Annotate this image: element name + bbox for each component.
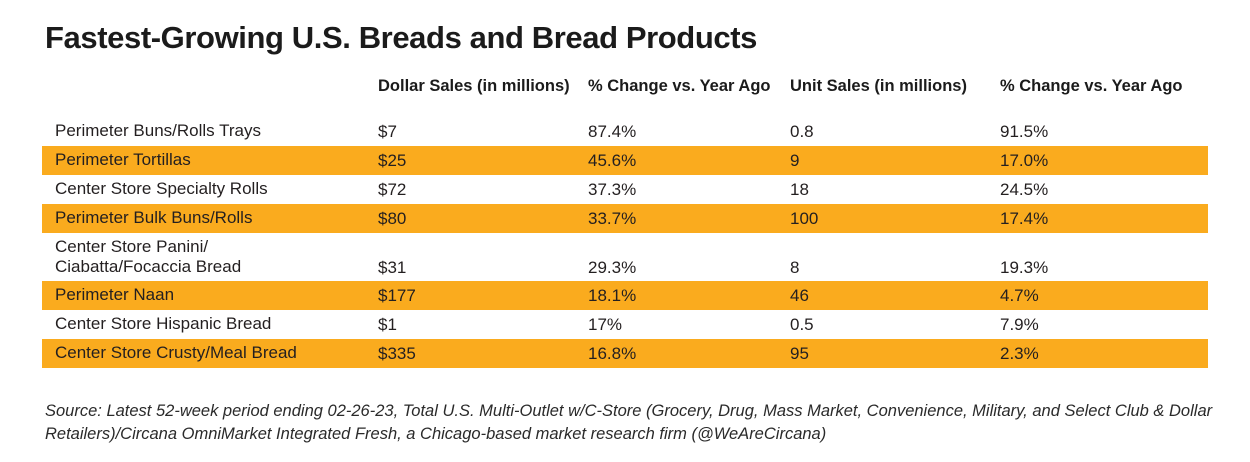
dollar-change-value: 18.1% xyxy=(588,285,637,305)
unit-change-value: 19.3% xyxy=(1000,258,1049,277)
dollar-sales-value: $80 xyxy=(378,208,407,228)
unit-change-value: 17.0% xyxy=(1000,150,1049,170)
dollar-change-value: 16.8% xyxy=(588,343,637,363)
table-row: Perimeter Naan $177 18.1% 46 4.7% xyxy=(42,281,1208,310)
dollar-sales-value: $1 xyxy=(378,314,397,334)
source-note: Source: Latest 52-week period ending 02-… xyxy=(45,402,1213,443)
unit-sales-value: 0.8 xyxy=(790,121,814,141)
table-header: Dollar Sales (in millions) % Change vs. … xyxy=(42,68,1208,96)
page-title: Fastest-Growing U.S. Breads and Bread Pr… xyxy=(45,20,757,55)
product-name: Perimeter Buns/Rolls Trays xyxy=(55,121,261,141)
dollar-change-value: 33.7% xyxy=(588,208,637,228)
dollar-change-value: 87.4% xyxy=(588,121,637,141)
unit-sales-value: 18 xyxy=(790,179,809,199)
column-header-unit-change: % Change vs. Year Ago xyxy=(1000,77,1183,95)
unit-change-value: 91.5% xyxy=(1000,121,1049,141)
product-name: Center Store Hispanic Bread xyxy=(55,314,272,334)
product-name: Center Store Panini/ Ciabatta/Focaccia B… xyxy=(55,236,242,277)
product-name: Perimeter Naan xyxy=(55,285,175,305)
dollar-sales-value: $25 xyxy=(378,150,407,170)
dollar-sales-value: $72 xyxy=(378,179,407,199)
unit-change-value: 2.3% xyxy=(1000,343,1039,363)
dollar-change-value: 29.3% xyxy=(588,258,637,277)
product-name: Perimeter Bulk Buns/Rolls xyxy=(55,208,253,228)
data-table: Dollar Sales (in millions) % Change vs. … xyxy=(42,68,1208,368)
table-row: Perimeter Buns/Rolls Trays $7 87.4% 0.8 … xyxy=(42,117,1208,146)
table-row: Center Store Panini/ Ciabatta/Focaccia B… xyxy=(42,233,1208,281)
dollar-sales-value: $7 xyxy=(378,121,397,141)
unit-change-value: 7.9% xyxy=(1000,314,1039,334)
unit-change-value: 17.4% xyxy=(1000,208,1049,228)
unit-change-value: 4.7% xyxy=(1000,285,1039,305)
unit-sales-value: 8 xyxy=(790,258,800,277)
table-row: Perimeter Bulk Buns/Rolls $80 33.7% 100 … xyxy=(42,204,1208,233)
unit-sales-value: 0.5 xyxy=(790,314,814,334)
dollar-change-value: 45.6% xyxy=(588,150,637,170)
dollar-sales-value: $31 xyxy=(378,258,407,277)
product-name: Center Store Crusty/Meal Bread xyxy=(55,343,297,363)
table-row: Center Store Hispanic Bread $1 17% 0.5 7… xyxy=(42,310,1208,339)
table-row: Perimeter Tortillas $25 45.6% 9 17.0% xyxy=(42,146,1208,175)
product-name: Perimeter Tortillas xyxy=(55,150,191,170)
table-row: Center Store Specialty Rolls $72 37.3% 1… xyxy=(42,175,1208,204)
unit-sales-value: 46 xyxy=(790,285,809,305)
table-row: Center Store Crusty/Meal Bread $335 16.8… xyxy=(42,339,1208,368)
unit-sales-value: 100 xyxy=(790,208,819,228)
unit-change-value: 24.5% xyxy=(1000,179,1049,199)
unit-sales-value: 95 xyxy=(790,343,809,363)
dollar-sales-value: $177 xyxy=(378,285,416,305)
dollar-change-value: 17% xyxy=(588,314,623,334)
dollar-sales-value: $335 xyxy=(378,343,416,363)
column-header-unit-sales: Unit Sales (in millions) xyxy=(790,77,967,95)
unit-sales-value: 9 xyxy=(790,150,800,170)
column-header-dollar-sales: Dollar Sales (in millions) xyxy=(378,77,570,95)
table-body: Perimeter Buns/Rolls Trays $7 87.4% 0.8 … xyxy=(42,117,1208,368)
product-name: Center Store Specialty Rolls xyxy=(55,179,268,199)
column-header-dollar-change: % Change vs. Year Ago xyxy=(588,77,771,95)
dollar-change-value: 37.3% xyxy=(588,179,637,199)
